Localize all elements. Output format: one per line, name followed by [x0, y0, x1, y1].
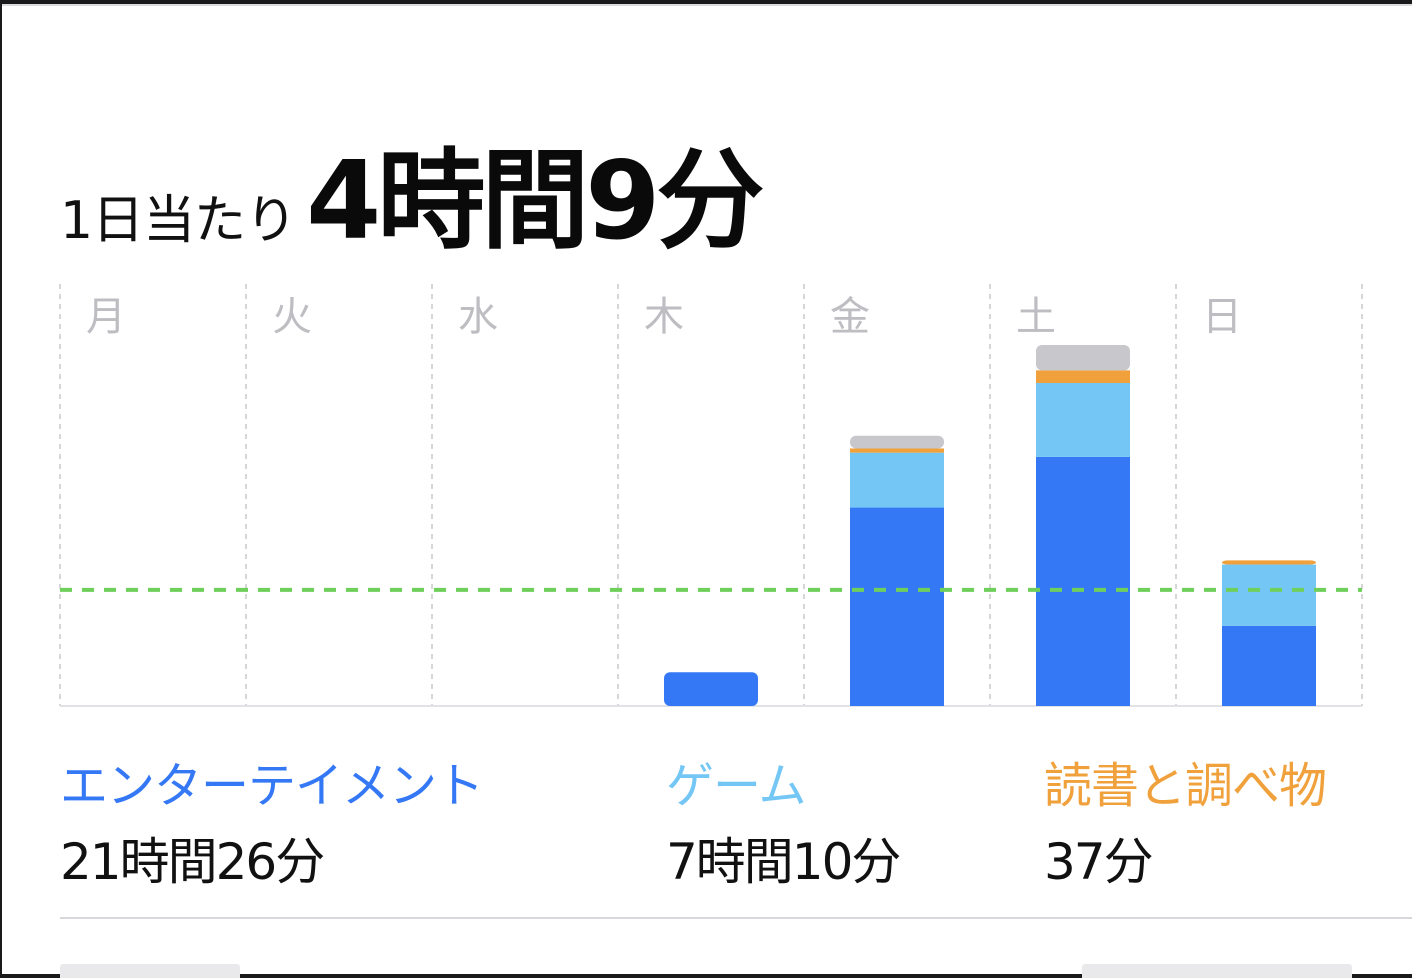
- day-label: 土: [1016, 294, 1056, 340]
- weekly-usage-chart[interactable]: 月火水木金土日: [2, 276, 1412, 716]
- day-label: 金: [830, 294, 870, 340]
- day-label: 月: [86, 294, 126, 340]
- bar-segment: [664, 672, 758, 706]
- day-label: 水: [458, 294, 498, 340]
- bar-segment: [1036, 456, 1130, 706]
- legend-duration-reading: 37分: [1044, 833, 1154, 891]
- bar-segment: [1222, 564, 1316, 626]
- day-label: 木: [644, 294, 684, 340]
- legend-duration-games: 7時間10分: [666, 833, 901, 891]
- daily-average-value: 4時間9分: [306, 139, 764, 264]
- bar-segment: [850, 448, 944, 453]
- legend-item-entertainment[interactable]: エンターテイメント 21時間26分: [60, 746, 484, 894]
- legend-category-entertainment: エンターテイメント: [60, 758, 484, 814]
- bar-segment: [850, 435, 944, 449]
- section-divider: [60, 917, 1412, 919]
- bar-segment: [1036, 383, 1130, 457]
- bar-segment: [850, 507, 944, 706]
- bar-segment: [1222, 625, 1316, 706]
- screen-time-card: 1日当たり 4時間9分 月 火 水 木 金 土 日 エンターテイメント 21時間26分 ゲー…: [2, 4, 1412, 978]
- next-section-peek-right: [1082, 964, 1352, 978]
- daily-average: 1日当たり 4時間9分: [60, 114, 764, 270]
- legend-duration-entertainment: 21時間26分: [60, 833, 325, 891]
- legend-category-games: ゲーム: [666, 758, 807, 814]
- bar-segment: [1036, 345, 1130, 371]
- next-section-peek-left: [60, 964, 240, 978]
- daily-average-label: 1日当たり: [60, 191, 297, 251]
- day-label: 火: [272, 294, 312, 340]
- bar-segment: [1222, 560, 1316, 565]
- legend-item-reading[interactable]: 読書と調べ物 37分: [1044, 746, 1327, 894]
- bar-segment: [850, 452, 944, 508]
- day-label: 日: [1202, 294, 1242, 340]
- bar-segment: [1036, 370, 1130, 383]
- legend-item-games[interactable]: ゲーム 7時間10分: [666, 746, 901, 894]
- legend-category-reading: 読書と調べ物: [1044, 758, 1327, 814]
